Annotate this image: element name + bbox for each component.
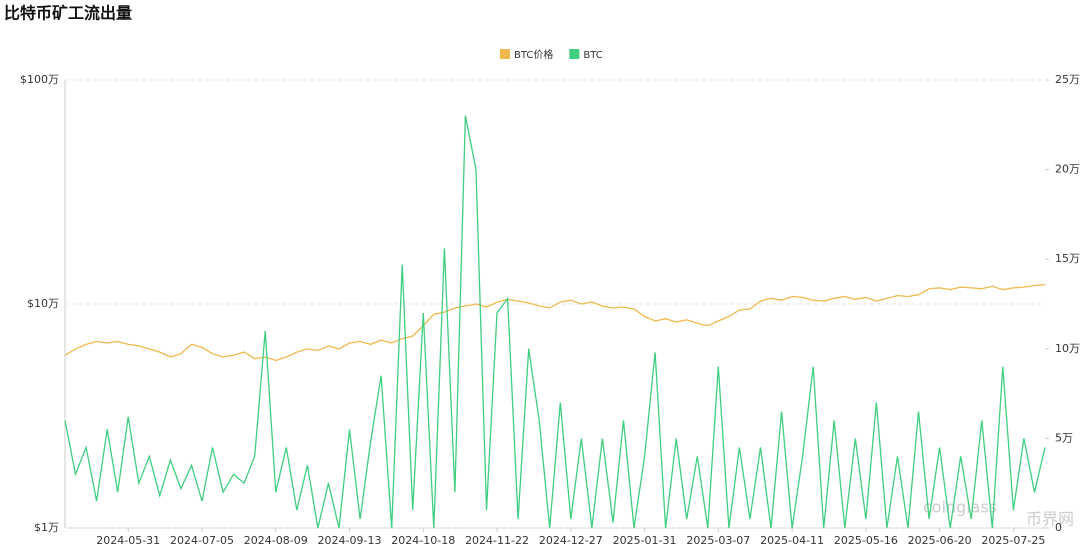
legend-swatch (569, 49, 580, 59)
legend-label: BTC价格 (514, 48, 553, 61)
y2-tick-label: 0 (1055, 521, 1062, 534)
x-tick-label: 2025-03-07 (686, 534, 750, 546)
x-tick-label: 2025-05-16 (834, 534, 898, 546)
chart-title: 比特币矿工流出量 (4, 4, 132, 23)
y2-tick-label: 25万 (1055, 73, 1080, 86)
series-line (64, 284, 1046, 362)
y-tick-label: $100万 (20, 73, 59, 86)
x-tick-label: 2024-10-18 (391, 534, 455, 546)
x-tick-label: 2024-08-09 (244, 534, 308, 546)
watermark: coinglass (923, 498, 997, 517)
y2-tick-label: 15万 (1055, 252, 1080, 265)
x-tick-label: 2024-09-13 (318, 534, 382, 546)
y2-tick-label: 20万 (1055, 163, 1080, 176)
x-tick-label: 2025-06-20 (908, 534, 972, 546)
x-tick-label: 2024-11-22 (465, 534, 529, 546)
series-line (64, 115, 1046, 529)
x-tick-label: 2024-12-27 (539, 534, 603, 546)
legend-label: BTC (583, 50, 602, 61)
y2-tick-label: 10万 (1055, 342, 1080, 355)
y-tick-label: $1万 (34, 521, 59, 534)
x-tick-label: 2025-07-25 (981, 534, 1045, 546)
x-tick-label: 2024-05-31 (96, 534, 160, 546)
x-tick-label: 2025-01-31 (613, 534, 677, 546)
watermark: 币界网 (1026, 510, 1074, 529)
x-tick-label: 2025-04-11 (760, 534, 824, 546)
legend-swatch (500, 49, 510, 59)
y-tick-label: $10万 (27, 297, 59, 310)
x-tick-label: 2024-07-05 (170, 534, 234, 546)
y2-tick-label: 5万 (1055, 431, 1073, 444)
